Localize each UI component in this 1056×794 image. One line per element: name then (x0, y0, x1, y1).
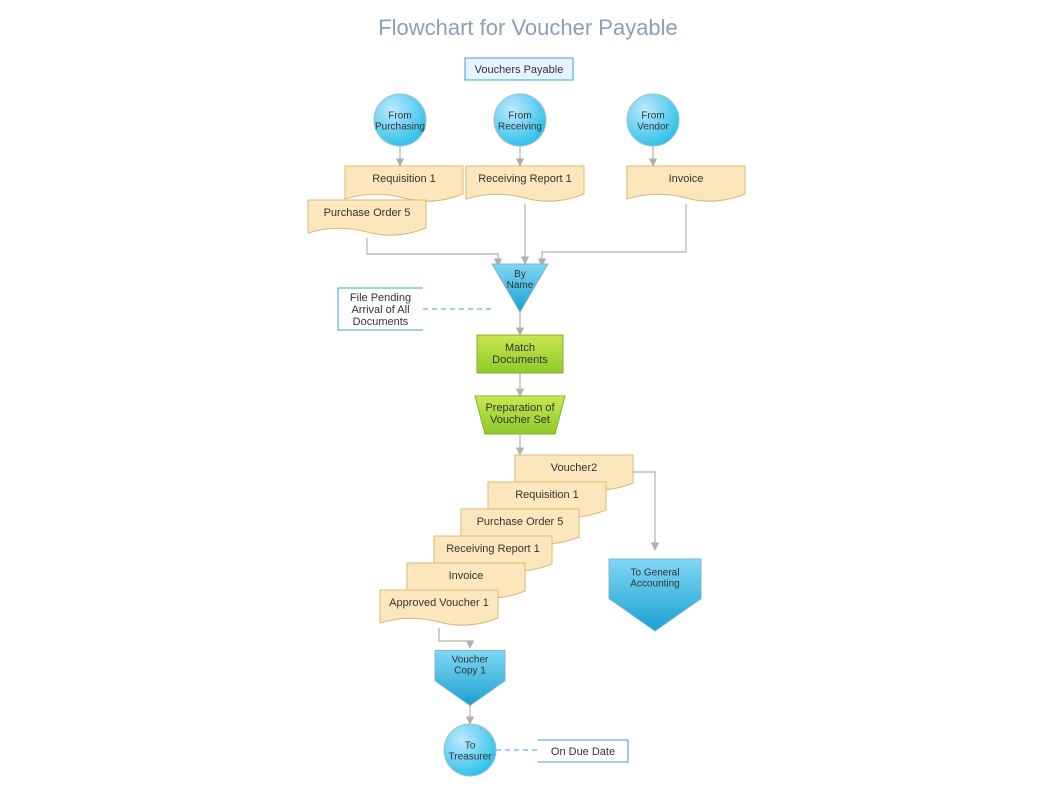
svg-text:To General: To General (631, 567, 680, 578)
svg-text:Accounting: Accounting (630, 578, 679, 589)
svg-text:Purchase Order 5: Purchase Order 5 (477, 516, 564, 528)
svg-text:Voucher Set: Voucher Set (490, 414, 550, 426)
svg-text:From: From (388, 111, 411, 122)
svg-text:File Pending: File Pending (350, 292, 411, 304)
arrow-a6 (542, 204, 686, 266)
svg-text:Treasurer: Treasurer (449, 752, 493, 763)
svg-text:Documents: Documents (353, 316, 409, 328)
svg-text:Purchasing: Purchasing (375, 122, 425, 133)
arrow-a4 (367, 238, 498, 266)
svg-text:Receiving: Receiving (498, 122, 542, 133)
svg-text:Documents: Documents (492, 354, 548, 366)
arrow-a11 (439, 628, 470, 648)
flowchart-canvas: Flowchart for Voucher Payable Vouchers Pa… (0, 0, 1056, 794)
svg-text:Vendor: Vendor (637, 122, 669, 133)
svg-text:Requisition 1: Requisition 1 (515, 489, 579, 501)
svg-text:Invoice: Invoice (669, 173, 704, 185)
svg-text:Vouchers Payable: Vouchers Payable (475, 64, 564, 76)
svg-text:From: From (508, 111, 531, 122)
svg-text:To: To (465, 741, 476, 752)
svg-text:Match: Match (505, 342, 535, 354)
svg-text:On Due Date: On Due Date (551, 746, 615, 758)
svg-text:Preparation of: Preparation of (485, 402, 555, 414)
svg-text:By: By (514, 269, 526, 280)
svg-text:From: From (641, 111, 664, 122)
svg-text:Voucher2: Voucher2 (551, 462, 597, 474)
svg-text:Invoice: Invoice (449, 570, 484, 582)
svg-text:Receiving Report 1: Receiving Report 1 (478, 173, 572, 185)
svg-text:Approved Voucher 1: Approved Voucher 1 (389, 597, 489, 609)
svg-text:Receiving Report 1: Receiving Report 1 (446, 543, 540, 555)
chart-title: Flowchart for Voucher Payable (378, 15, 678, 40)
svg-text:Purchase Order 5: Purchase Order 5 (324, 207, 411, 219)
svg-text:Name: Name (507, 280, 534, 291)
svg-text:Requisition 1: Requisition 1 (372, 173, 436, 185)
flowchart-svg: Flowchart for Voucher Payable Vouchers Pa… (0, 0, 1056, 794)
svg-text:Voucher: Voucher (452, 655, 489, 666)
svg-text:Copy 1: Copy 1 (454, 666, 486, 677)
arrow-a10 (633, 472, 655, 550)
svg-text:Arrival of All: Arrival of All (351, 304, 409, 316)
